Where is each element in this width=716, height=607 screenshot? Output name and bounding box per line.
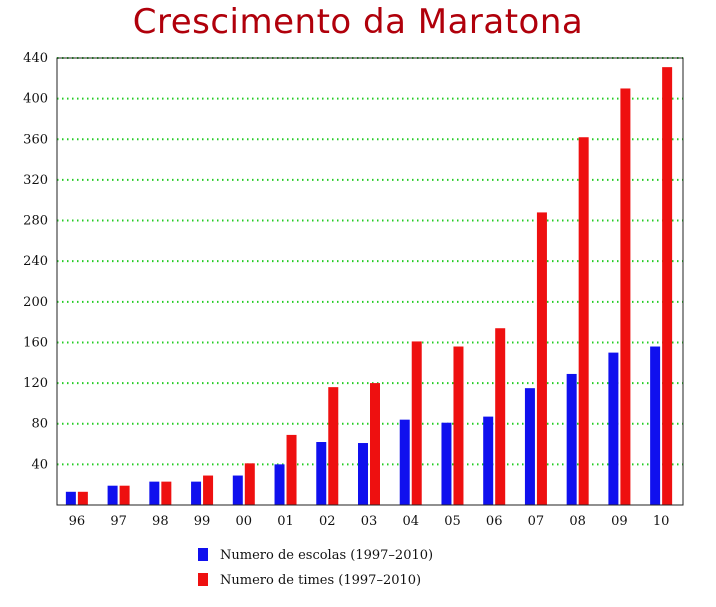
x-tick-label: 03 [361, 514, 378, 529]
bar-series-1 [608, 352, 619, 505]
y-tick-label: 40 [31, 457, 48, 472]
bar-series-2 [203, 475, 214, 505]
y-tick-label: 200 [23, 295, 48, 310]
bar-series-2 [411, 341, 422, 505]
legend-label: Numero de escolas (1997–2010) [220, 548, 433, 563]
chart-title: Crescimento da Maratona [132, 2, 584, 42]
bar-series-1 [524, 388, 535, 505]
bar-series-1 [650, 346, 661, 505]
x-tick-label: 98 [152, 514, 169, 529]
bar-series-1 [316, 442, 327, 505]
y-tick-label: 240 [23, 254, 48, 269]
bar-series-1 [441, 422, 452, 505]
bar-series-1 [149, 481, 160, 505]
y-tick-label: 160 [23, 335, 48, 350]
x-tick-label: 05 [444, 514, 461, 529]
legend-swatch [198, 548, 208, 561]
bar-series-2 [620, 88, 631, 506]
x-tick-label: 09 [611, 514, 628, 529]
bar-series-2 [161, 481, 172, 505]
bar-series-1 [358, 443, 368, 505]
x-tick-label: 01 [277, 514, 294, 529]
y-tick-label: 320 [23, 173, 48, 188]
x-tick-label: 02 [319, 514, 336, 529]
x-tick-label: 99 [194, 514, 211, 529]
bar-series-2 [662, 67, 673, 505]
bar-series-1 [107, 485, 118, 505]
y-tick-label: 440 [23, 51, 48, 66]
bar-series-1 [483, 416, 494, 505]
bar-series-2 [286, 434, 297, 505]
x-tick-label: 96 [69, 514, 86, 529]
x-tick-label: 00 [236, 514, 253, 529]
x-tick-label: 97 [110, 514, 127, 529]
x-tick-label: 04 [402, 514, 419, 529]
x-tick-label: 10 [653, 514, 670, 529]
bar-series-2 [244, 463, 255, 505]
bar-series-2 [578, 137, 589, 505]
bar-series-2 [119, 485, 130, 505]
bar-series-1 [191, 481, 202, 505]
x-tick-label: 08 [569, 514, 586, 529]
bar-series-1 [232, 475, 243, 505]
x-tick-label: 06 [486, 514, 503, 529]
bar-series-2 [328, 387, 339, 505]
bar-series-2 [370, 383, 380, 505]
bar-series-1 [65, 491, 76, 505]
bars [65, 67, 673, 506]
bar-series-1 [566, 373, 577, 505]
y-axis: 40 80 120 160 200 240 280 320 360 400 440 [23, 51, 48, 472]
bar-series-2 [77, 491, 88, 505]
legend-swatch [198, 573, 208, 586]
bar-series-1 [399, 419, 410, 505]
y-tick-label: 120 [23, 376, 48, 391]
y-tick-label: 400 [23, 92, 48, 107]
legend-label: Numero de times (1997–2010) [220, 573, 421, 588]
plot-frame [56, 57, 684, 506]
y-tick-label: 80 [31, 417, 48, 432]
x-tick-label: 07 [528, 514, 545, 529]
legend: Numero de escolas (1997–2010) Numero de t… [198, 548, 433, 588]
x-axis: 96 97 98 99 00 01 02 03 04 05 06 07 08 09 10 [69, 514, 670, 529]
bar-series-1 [274, 464, 285, 505]
bar-series-2 [453, 346, 464, 505]
bar-series-2 [495, 328, 506, 505]
bar-series-2 [536, 212, 547, 505]
y-tick-label: 360 [23, 132, 48, 147]
y-tick-label: 280 [23, 214, 48, 229]
